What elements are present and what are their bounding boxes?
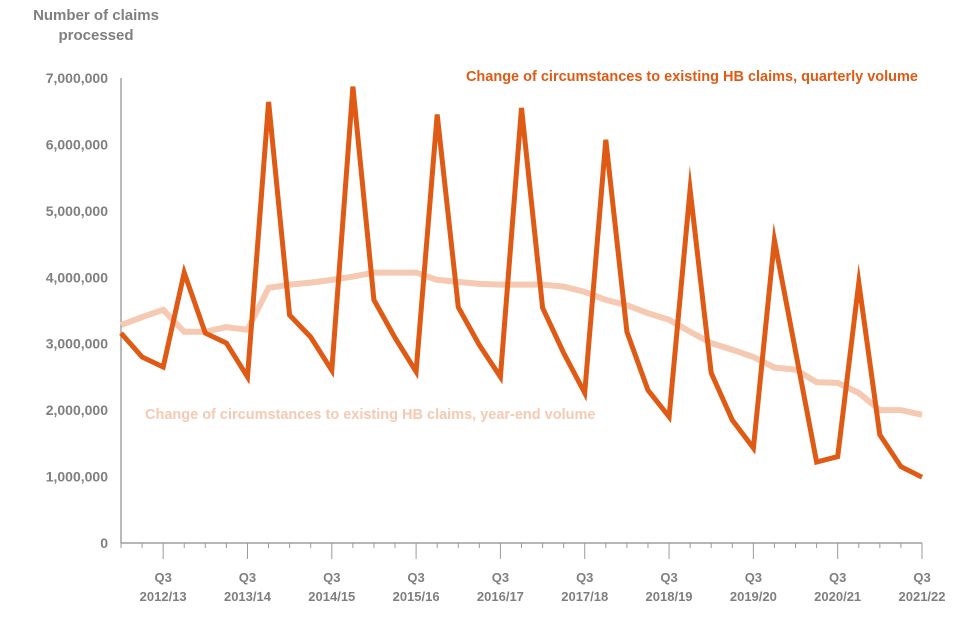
y-axis-title-line-2: processed	[58, 27, 134, 44]
x-tick-label-year: 2018/19	[646, 589, 693, 604]
x-tick-label-quarter: Q3	[323, 570, 340, 585]
x-tick-label-year: 2014/15	[308, 589, 355, 604]
x-tick-label-year: 2016/17	[477, 589, 524, 604]
x-tick-label-year: 2013/14	[224, 589, 272, 604]
x-tick-label-year: 2017/18	[561, 589, 608, 604]
series-label-quarterly: Change of circumstances to existing HB c…	[466, 69, 918, 85]
x-tick-label-quarter: Q3	[913, 570, 930, 585]
x-tick-label-year: 2020/21	[814, 589, 861, 604]
y-tick-label: 0	[100, 535, 108, 551]
x-tick-label-quarter: Q3	[829, 570, 846, 585]
x-tick-label-quarter: Q3	[239, 570, 256, 585]
x-tick-label-year: 2021/22	[899, 589, 946, 604]
x-tick-label-quarter: Q3	[576, 570, 593, 585]
y-tick-label: 2,000,000	[46, 402, 108, 418]
y-tick-label: 7,000,000	[46, 70, 108, 86]
x-tick-label-quarter: Q3	[154, 570, 171, 585]
x-tick-label-year: 2012/13	[140, 589, 187, 604]
y-tick-label: 3,000,000	[46, 336, 108, 352]
y-tick-label: 5,000,000	[46, 203, 108, 219]
y-tick-label: 6,000,000	[46, 136, 108, 152]
x-tick-label-quarter: Q3	[492, 570, 509, 585]
x-tick-label-quarter: Q3	[745, 570, 762, 585]
x-tick-label-year: 2015/16	[393, 589, 440, 604]
y-axis-title-line-1: Number of claims	[33, 7, 159, 24]
x-tick-label-quarter: Q3	[407, 570, 424, 585]
series-label-year-end: Change of circumstances to existing HB c…	[145, 407, 595, 423]
x-tick-label-quarter: Q3	[660, 570, 677, 585]
y-axis-title: Number of claims processed	[16, 6, 176, 46]
y-tick-label: 1,000,000	[46, 469, 108, 485]
x-tick-label-year: 2019/20	[730, 589, 777, 604]
y-tick-label: 4,000,000	[46, 269, 108, 285]
